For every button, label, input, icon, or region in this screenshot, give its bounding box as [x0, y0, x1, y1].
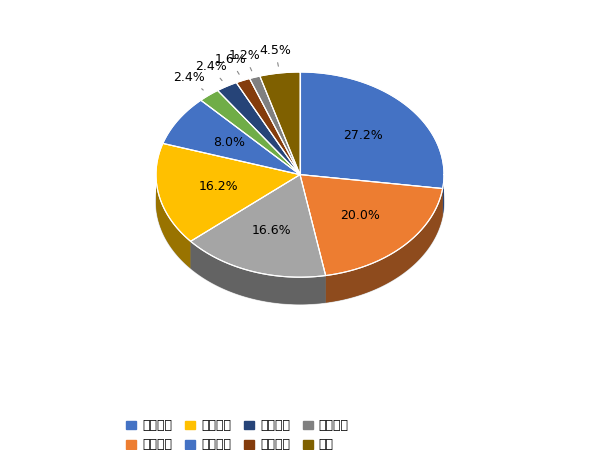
Polygon shape — [156, 144, 300, 241]
Polygon shape — [201, 90, 300, 175]
Polygon shape — [300, 72, 444, 189]
Polygon shape — [236, 78, 300, 175]
Polygon shape — [191, 241, 326, 304]
Text: 2.4%: 2.4% — [173, 71, 205, 90]
Polygon shape — [218, 83, 300, 175]
Polygon shape — [300, 175, 443, 275]
Polygon shape — [156, 175, 191, 268]
Polygon shape — [156, 175, 191, 268]
Polygon shape — [443, 176, 444, 216]
Polygon shape — [191, 175, 326, 277]
Polygon shape — [156, 99, 444, 304]
Text: 27.2%: 27.2% — [343, 129, 383, 142]
Polygon shape — [163, 100, 300, 175]
Polygon shape — [326, 189, 443, 302]
Polygon shape — [250, 76, 300, 175]
Text: 1.2%: 1.2% — [229, 50, 260, 71]
Polygon shape — [191, 241, 326, 304]
Legend: 中国重汽, 一汽解放, 陕汽集团, 东风公司, 福田汽车, 大运重卡, 徐工重卡, 江淮重卡, 北奔重汽, 其他: 中国重汽, 一汽解放, 陕汽集团, 东风公司, 福田汽车, 大运重卡, 徐工重卡… — [126, 419, 349, 450]
Text: 1.6%: 1.6% — [214, 53, 246, 74]
Polygon shape — [326, 189, 443, 302]
Polygon shape — [443, 176, 444, 216]
Text: 16.2%: 16.2% — [199, 180, 238, 193]
Text: 4.5%: 4.5% — [259, 44, 291, 66]
Text: 8.0%: 8.0% — [213, 136, 245, 149]
Text: 2.4%: 2.4% — [195, 60, 227, 81]
Text: 20.0%: 20.0% — [340, 209, 380, 222]
Polygon shape — [260, 72, 300, 175]
Text: 16.6%: 16.6% — [252, 224, 292, 237]
